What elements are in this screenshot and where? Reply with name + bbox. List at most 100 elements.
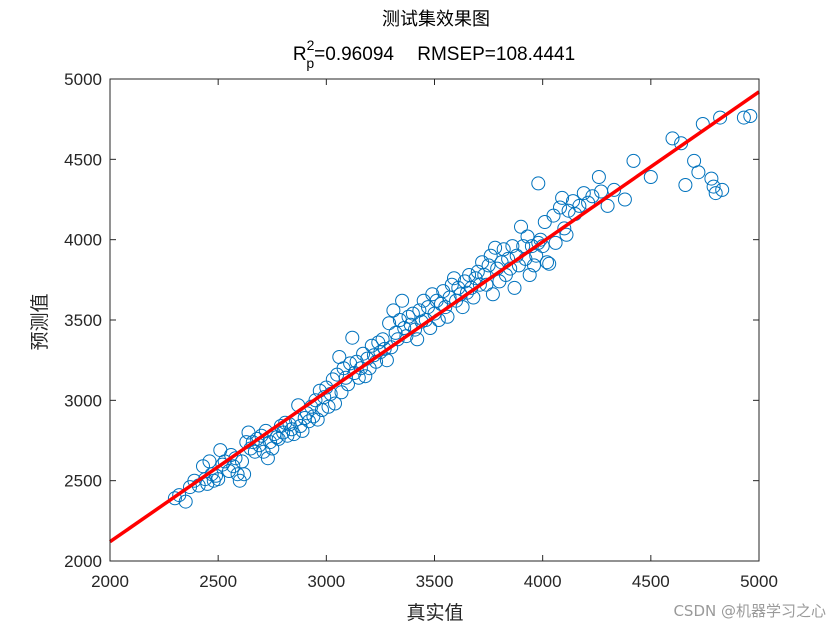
data-point <box>591 170 606 184</box>
data-point <box>410 332 425 347</box>
axes-frame <box>109 78 760 562</box>
data-point <box>540 255 554 270</box>
y-tick-label: 4000 <box>64 231 102 250</box>
data-point <box>250 431 265 446</box>
x-tick-label: 3000 <box>307 572 345 591</box>
data-point <box>395 293 410 308</box>
x-tick-label: 2000 <box>91 572 129 591</box>
y-tick-label: 2500 <box>64 472 102 491</box>
x-tick-label: 2500 <box>199 572 237 591</box>
rmsep-value: RMSEP=108.4441 <box>417 44 575 65</box>
data-point <box>505 239 520 254</box>
data-point <box>472 277 487 292</box>
y-tick-label: 3500 <box>64 311 102 330</box>
data-point <box>440 309 455 324</box>
data-point <box>736 110 751 125</box>
data-point <box>665 131 680 146</box>
data-point <box>379 353 394 368</box>
data-point <box>626 153 641 168</box>
y-axis-label: 预测值 <box>29 293 51 350</box>
r-subscript: p <box>306 55 314 71</box>
data-point <box>328 396 342 411</box>
data-point <box>548 235 563 250</box>
data-point <box>708 186 723 201</box>
x-tick-label: 3500 <box>416 572 454 591</box>
data-point <box>237 467 252 482</box>
data-point <box>678 178 693 192</box>
data-point <box>345 330 360 345</box>
data-point <box>211 472 226 487</box>
data-point <box>715 182 730 197</box>
data-point <box>455 300 470 315</box>
data-point <box>356 346 371 361</box>
data-point <box>401 309 416 324</box>
data-point <box>481 258 496 273</box>
data-point <box>386 303 401 318</box>
data-point <box>572 198 587 213</box>
fit-line <box>109 90 760 544</box>
y-tick-label: 5000 <box>64 70 102 89</box>
data-point <box>743 109 758 123</box>
tick-labels: 2000 2500 3000 3500 4000 4500 5000 2000 2500 3000… <box>64 70 778 591</box>
x-tick-label: 4500 <box>632 572 670 591</box>
data-point <box>531 235 546 250</box>
chart-title: 测试集效果图 <box>382 9 490 30</box>
data-point <box>358 369 373 384</box>
data-point <box>412 303 427 318</box>
x-axis-label: 真实值 <box>406 602 463 624</box>
data-point <box>585 189 600 204</box>
r-superscript: 2 <box>307 37 315 53</box>
data-point <box>542 256 557 271</box>
x-tick-label: 4000 <box>524 572 562 591</box>
data-point <box>713 110 728 125</box>
data-point <box>522 268 537 282</box>
data-point <box>302 414 316 429</box>
x-tick-label: 5000 <box>740 572 778 591</box>
data-point <box>488 240 503 255</box>
data-point <box>557 221 572 236</box>
data-point <box>444 277 459 292</box>
data-point <box>496 242 511 257</box>
data-point <box>520 229 535 244</box>
data-point <box>438 300 453 315</box>
data-point <box>555 190 570 205</box>
data-point <box>600 198 615 213</box>
data-point <box>405 306 420 321</box>
data-point <box>226 459 241 474</box>
data-point <box>576 186 591 201</box>
r-label: R <box>293 44 307 65</box>
data-point <box>485 287 500 302</box>
data-point <box>388 325 403 340</box>
data-point <box>308 393 323 408</box>
data-point <box>514 219 528 234</box>
data-point <box>375 332 390 347</box>
data-point <box>310 412 325 427</box>
data-point <box>706 179 721 194</box>
data-point <box>531 176 546 191</box>
data-point <box>507 280 522 295</box>
data-point <box>222 464 236 478</box>
data-point <box>559 227 574 242</box>
y-tick-label: 3000 <box>64 391 102 410</box>
data-point <box>167 491 182 506</box>
chart-subtitle: R2 p=0.96094 RMSEP=108.4441 <box>293 37 575 71</box>
scatter-markers <box>167 109 758 509</box>
y-tick-label: 2000 <box>64 552 102 571</box>
data-point <box>382 316 397 331</box>
data-point <box>691 165 706 180</box>
data-point <box>704 171 719 186</box>
watermark: CSDN @机器学习之心 <box>673 602 826 620</box>
plot-area <box>109 78 760 562</box>
y-tick-label: 4500 <box>64 150 102 169</box>
data-point <box>353 361 368 376</box>
r-value: =0.96094 <box>314 44 394 65</box>
data-point <box>178 494 193 509</box>
data-point <box>553 200 567 215</box>
data-point <box>483 248 498 263</box>
data-point <box>260 451 275 466</box>
data-point <box>617 192 632 207</box>
data-point <box>230 467 245 482</box>
data-point <box>643 170 658 184</box>
data-point <box>447 271 461 286</box>
